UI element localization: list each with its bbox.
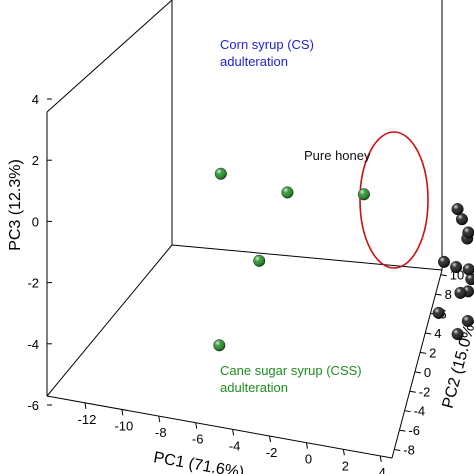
x-tick-mark <box>232 429 235 436</box>
pure-honey-point <box>461 315 474 328</box>
pure-honey-point <box>465 273 474 286</box>
x-tick-mark <box>342 449 345 456</box>
pure-honey-point <box>462 226 474 239</box>
x-tick-label: 2 <box>342 458 349 473</box>
x-tick-label: -2 <box>266 445 278 460</box>
y-tick-mark <box>420 351 427 354</box>
y-tick-label: -4 <box>414 404 426 419</box>
y-tick-label: -6 <box>408 423 420 438</box>
y-tick-label: 0 <box>424 365 431 380</box>
frame-floor-back-left <box>46 244 173 397</box>
y-tick-mark <box>409 390 416 393</box>
pure-honey-point <box>438 255 451 268</box>
x-tick-label: -12 <box>78 412 97 427</box>
y-tick-mark <box>425 332 432 335</box>
x-tick-label: 0 <box>305 452 312 467</box>
frame-floor-back-right <box>171 244 443 271</box>
y-tick-mark <box>414 371 421 374</box>
z-tick-label: -6 <box>27 398 39 413</box>
x-tick-mark <box>379 455 382 462</box>
pure-honey-point <box>451 328 464 341</box>
y-tick-mark <box>404 410 411 413</box>
x-axis-ticks: -12 -10 -8 -6 -4 -2 0 2 4 <box>78 402 386 474</box>
pure-honey-group-label: Pure honey <box>304 148 371 163</box>
frame-wall-diagonal <box>46 0 173 113</box>
pure-honey-point <box>432 306 445 319</box>
y-tick-mark <box>394 449 401 452</box>
y-tick-label: 4 <box>434 326 441 341</box>
pure-honey-point <box>451 203 464 216</box>
y-tick-mark <box>440 274 447 277</box>
y-tick-mark <box>435 293 442 296</box>
cane-sugar-point <box>357 188 370 201</box>
x-tick-label: -8 <box>155 425 167 440</box>
cane-sugar-point <box>281 186 294 199</box>
pure-honey-point <box>462 263 474 276</box>
z-tick-label: 2 <box>32 153 39 168</box>
cane-sugar-point <box>214 167 227 180</box>
z-tick-label: -4 <box>27 337 39 352</box>
pure-honey-point <box>454 286 467 299</box>
pure-honey-point <box>450 261 463 274</box>
corn-syrup-group-label: Corn syrup (CS) adulteration <box>220 37 314 69</box>
y-tick-mark <box>399 429 406 432</box>
x-tick-label: -4 <box>229 438 241 453</box>
plot-box-frame <box>46 0 443 459</box>
y-tick-label: 2 <box>429 345 436 360</box>
z-tick-label: -2 <box>27 276 39 291</box>
x-tick-label: -10 <box>114 418 133 433</box>
y-tick-label: 8 <box>445 287 452 302</box>
pure-honey-point <box>455 213 468 226</box>
z-axis-ticks: 4 2 0 -2 -4 -6 <box>27 92 52 413</box>
cane-sugar-group-label: Cane sugar syrup (CSS) adulteration <box>220 363 362 395</box>
z-tick-label: 4 <box>32 92 39 107</box>
cane-sugar-point <box>253 254 266 267</box>
x-tick-mark <box>195 422 198 429</box>
pure-honey-highlight-ellipse <box>359 131 429 269</box>
x-tick-mark <box>84 402 87 409</box>
x-tick-mark <box>269 435 272 443</box>
frame-floor-front <box>46 395 393 459</box>
x-tick-mark <box>158 416 161 423</box>
z-tick-label: 0 <box>32 214 39 229</box>
y-tick-label: -8 <box>403 443 415 458</box>
x-tick-label: -6 <box>192 432 204 447</box>
y-tick-label: -2 <box>419 384 431 399</box>
x-tick-mark <box>121 409 124 416</box>
cane-sugar-point <box>213 339 226 352</box>
frame-floor-right <box>391 269 443 459</box>
x-tick-mark <box>305 442 308 449</box>
z-axis-title: PC3 (12.3%) <box>7 159 24 251</box>
data-points <box>213 167 474 352</box>
x-tick-label: 4 <box>379 465 386 474</box>
